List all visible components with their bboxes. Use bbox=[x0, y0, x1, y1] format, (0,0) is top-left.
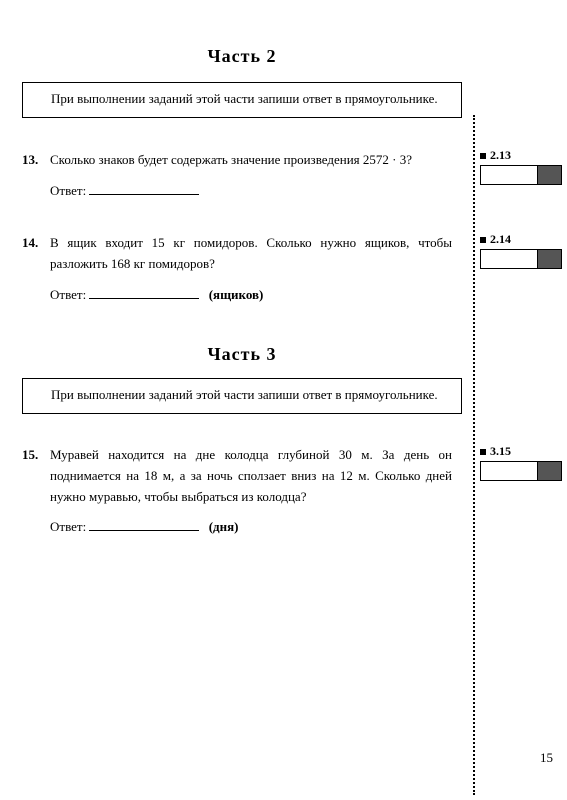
vertical-dotted-divider bbox=[473, 115, 475, 795]
task-15-answer-unit: (дня) bbox=[209, 519, 239, 534]
task-14: 14. В ящик входит 15 кг помидоров. Сколь… bbox=[22, 233, 452, 305]
task-14-answer: Ответ: (ящиков) bbox=[50, 285, 452, 306]
side-214: 2.14 bbox=[480, 232, 560, 269]
part-3-instruction-text: При выполнении заданий этой части запиши… bbox=[51, 387, 438, 402]
task-15-number: 15. bbox=[22, 445, 50, 538]
task-13-number: 13. bbox=[22, 150, 50, 202]
page-number: 15 bbox=[540, 750, 553, 766]
task-14-number: 14. bbox=[22, 233, 50, 305]
side-213-label: 2.13 bbox=[480, 148, 560, 163]
side-315-box[interactable] bbox=[480, 461, 560, 481]
task-13: 13. Сколько знаков будет содержать значе… bbox=[22, 150, 452, 202]
side-214-label: 2.14 bbox=[480, 232, 560, 247]
side-213-box[interactable] bbox=[480, 165, 560, 185]
task-15-answer: Ответ: (дня) bbox=[50, 517, 452, 538]
task-15: 15. Муравей находится на дне колодца глу… bbox=[22, 445, 452, 538]
task-14-answer-unit: (ящиков) bbox=[209, 287, 264, 302]
task-14-text: В ящик входит 15 кг помидоров. Сколько н… bbox=[50, 233, 452, 275]
side-214-text: 2.14 bbox=[490, 232, 511, 246]
side-315-text: 3.15 bbox=[490, 444, 511, 458]
part-3-instruction-box: При выполнении заданий этой части запиши… bbox=[22, 378, 462, 414]
task-13-answer-label: Ответ: bbox=[50, 183, 86, 198]
part-2-instruction-box: При выполнении заданий этой части запиши… bbox=[22, 82, 462, 118]
part-2-instruction-text: При выполнении заданий этой части запиши… bbox=[51, 91, 438, 106]
side-213-text: 2.13 bbox=[490, 148, 511, 162]
task-15-text: Муравей находится на дне колодца глубино… bbox=[50, 445, 452, 507]
part-3-title: Часть 3 bbox=[22, 344, 462, 365]
side-213: 2.13 bbox=[480, 148, 560, 185]
task-14-answer-label: Ответ: bbox=[50, 287, 86, 302]
task-13-text: Сколько знаков будет содержать значение … bbox=[50, 150, 452, 171]
side-315-label: 3.15 bbox=[480, 444, 560, 459]
task-15-answer-blank[interactable] bbox=[89, 518, 199, 531]
side-315: 3.15 bbox=[480, 444, 560, 481]
task-13-answer-blank[interactable] bbox=[89, 182, 199, 195]
task-15-answer-label: Ответ: bbox=[50, 519, 86, 534]
side-214-box[interactable] bbox=[480, 249, 560, 269]
task-13-answer: Ответ: bbox=[50, 181, 452, 202]
task-14-answer-blank[interactable] bbox=[89, 286, 199, 299]
part-2-title: Часть 2 bbox=[22, 46, 462, 67]
